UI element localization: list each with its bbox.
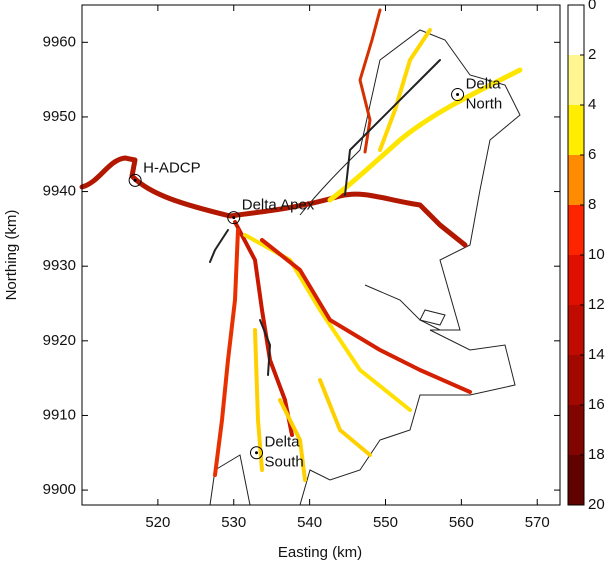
colorbar-segment xyxy=(568,5,584,55)
x-tick-label: 530 xyxy=(221,514,246,531)
y-tick-label: 9930 xyxy=(43,257,76,274)
colorbar-tick-label: 12 xyxy=(588,296,605,313)
colorbar-segment xyxy=(568,305,584,355)
colorbar-segment xyxy=(568,55,584,105)
y-tick-label: 9900 xyxy=(43,481,76,498)
station-label: Delta xyxy=(265,434,301,451)
colorbar-tick-label: 18 xyxy=(588,446,605,463)
y-axis-title: Northing (km) xyxy=(3,210,20,301)
station-marker xyxy=(451,88,465,102)
x-tick-label: 560 xyxy=(449,514,474,531)
colorbar-segment xyxy=(568,455,584,505)
station-dot xyxy=(255,451,259,455)
station-marker xyxy=(227,211,241,225)
station-label: Delta Apex xyxy=(242,197,315,214)
colorbar-segment xyxy=(568,205,584,255)
station-label: South xyxy=(265,454,304,471)
x-tick-label: 570 xyxy=(525,514,550,531)
colorbar-tick-label: 6 xyxy=(588,146,596,163)
colorbar-tick-label: 14 xyxy=(588,346,605,363)
colorbar-tick-label: 2 xyxy=(588,46,596,63)
colorbar-tick-label: 0 xyxy=(588,0,596,13)
station-label: H-ADCP xyxy=(143,159,201,176)
station-dot xyxy=(456,93,460,97)
x-tick-label: 540 xyxy=(297,514,322,531)
y-tick-label: 9960 xyxy=(43,33,76,50)
x-axis-title: Easting (km) xyxy=(278,544,362,561)
station-dot xyxy=(133,178,137,182)
y-tick-label: 9940 xyxy=(43,183,76,200)
station-dot xyxy=(232,216,236,220)
plot-frame xyxy=(81,4,561,506)
x-tick-label: 550 xyxy=(373,514,398,531)
colorbar-tick-label: 16 xyxy=(588,396,605,413)
colorbar-tick-label: 10 xyxy=(588,246,605,263)
colorbar-segment xyxy=(568,155,584,205)
coastline xyxy=(209,29,521,506)
y-tick-label: 9950 xyxy=(43,108,76,125)
colorbar-tick-label: 20 xyxy=(588,496,605,513)
colorbar-segment xyxy=(568,105,584,155)
colorbar-segment xyxy=(568,405,584,455)
colorbar-tick-label: 4 xyxy=(588,96,596,113)
station-marker xyxy=(250,446,264,460)
station-marker xyxy=(128,173,142,187)
colorbar-tick-label: 8 xyxy=(588,196,596,213)
x-tick-label: 520 xyxy=(145,514,170,531)
station-label: Delta xyxy=(466,76,502,93)
colorbar-segment xyxy=(568,255,584,305)
river-channels xyxy=(79,8,523,482)
colorbar-segment xyxy=(568,355,584,405)
y-tick-label: 9920 xyxy=(43,332,76,349)
station-label: North xyxy=(466,96,503,113)
y-tick-label: 9910 xyxy=(43,406,76,423)
